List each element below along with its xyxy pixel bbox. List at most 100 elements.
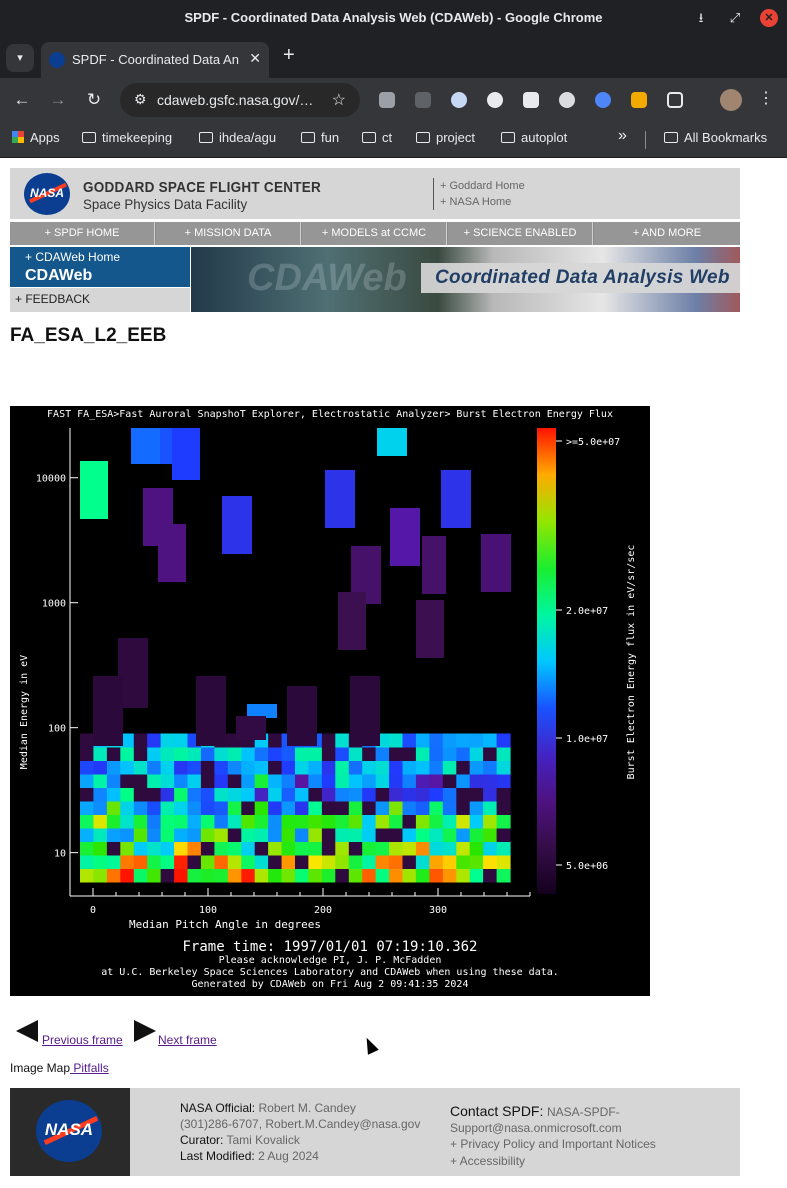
download-icon[interactable]: ⭳ [698, 10, 704, 25]
flux-cell [80, 733, 94, 748]
flux-cell [174, 841, 189, 856]
flux-cell [93, 814, 108, 829]
flux-cell [483, 747, 498, 761]
flux-cell [415, 814, 430, 829]
next-arrow-icon[interactable] [134, 1020, 156, 1042]
page-footer: NASA NASA Official: Robert M. Candey (30… [10, 1088, 740, 1176]
forward-icon[interactable]: → [49, 90, 67, 109]
new-tab-icon[interactable]: + [283, 44, 295, 66]
flux-cell [348, 868, 363, 883]
folder-icon [199, 132, 213, 143]
flux-cell [254, 760, 269, 775]
bookmark-apps[interactable]: Apps [12, 130, 60, 145]
footer-nasa-logo[interactable]: NASA [36, 1100, 102, 1162]
extension-color-icon[interactable] [595, 92, 611, 108]
extensions-puzzle-icon[interactable] [667, 92, 683, 108]
flux-cell [80, 841, 94, 856]
bookmark-folder[interactable]: project [416, 130, 475, 145]
flux-cell [456, 760, 471, 775]
flux-cell [335, 774, 350, 788]
frame-time: Frame time: 1997/01/01 07:19:10.362 [182, 939, 477, 955]
site-info-icon[interactable]: ⚙ [134, 91, 147, 107]
flux-cell [308, 801, 323, 815]
flux-cell [174, 747, 189, 761]
flux-cell [415, 801, 430, 815]
feedback-link[interactable]: + FEEDBACK [10, 288, 190, 312]
nasa-official: NASA Official: Robert M. Candey [180, 1101, 356, 1115]
bookmark-folder[interactable]: ct [362, 130, 392, 145]
address-bar[interactable]: ⚙ cdaweb.gsfc.nasa.gov/… ☆ [120, 83, 360, 117]
cdaweb-home-link[interactable]: + CDAWeb Home [25, 250, 121, 264]
nav-spdf-home[interactable]: + SPDF HOME [10, 222, 155, 245]
flux-cell [429, 868, 444, 883]
extension-qr-icon[interactable] [523, 92, 539, 108]
url-text[interactable]: cdaweb.gsfc.nasa.gov/… [157, 92, 314, 108]
extension-yellow-icon[interactable] [631, 92, 647, 108]
extension-cube-icon[interactable] [379, 92, 395, 108]
previous-frame-link[interactable]: Previous frame [42, 1033, 123, 1047]
tab-spdf[interactable]: SPDF - Coordinated Data An ✕ [41, 42, 269, 78]
flux-cell [348, 801, 363, 815]
nasa-home-link[interactable]: + NASA Home [440, 196, 512, 208]
nav-mission-data[interactable]: + MISSION DATA [156, 222, 301, 245]
flux-cell [295, 814, 309, 829]
cdaweb-name[interactable]: CDAWeb [25, 267, 93, 284]
accessibility-link[interactable]: + Accessibility [450, 1154, 526, 1168]
close-window-icon[interactable]: ✕ [760, 9, 778, 27]
maximize-icon[interactable]: ⤢ [729, 10, 741, 25]
flux-cell [147, 733, 162, 748]
pitfalls-link[interactable]: Pitfalls [70, 1061, 109, 1075]
flux-cell [200, 787, 215, 802]
flux-cell [281, 774, 296, 788]
flux-cell [375, 787, 390, 802]
extension-code-icon[interactable] [559, 92, 575, 108]
contact-email[interactable]: NASA-SPDF-Support@nasa.onmicrosoft.com [450, 1105, 622, 1135]
bookmark-star-icon[interactable]: ☆ [331, 92, 346, 109]
extension-stack-icon[interactable] [415, 92, 431, 108]
nasa-logo[interactable]: NASA [24, 173, 70, 215]
flux-cell [389, 828, 404, 842]
nav-models-ccmc[interactable]: + MODELS at CCMC [302, 222, 447, 245]
flux-cell [200, 760, 215, 775]
banner-title: Coordinated Data Analysis Web [435, 267, 730, 288]
flux-cell [268, 814, 283, 829]
energy-flux-plot[interactable]: FAST FA_ESA>Fast Auroral SnapshoT Explor… [10, 406, 650, 996]
flux-cell [174, 868, 189, 883]
flux-cell [335, 868, 350, 883]
flux-cell [93, 828, 108, 842]
nasa-favicon-icon [49, 52, 65, 68]
goddard-home-link[interactable]: + Goddard Home [440, 180, 525, 192]
nav-science-enabled[interactable]: + SCIENCE ENABLED [448, 222, 593, 245]
bookmark-folder[interactable]: autoplot [501, 130, 567, 145]
reload-icon[interactable]: ↻ [86, 90, 102, 109]
flux-cell [348, 787, 363, 802]
privacy-link[interactable]: + Privacy Policy and Important Notices [450, 1137, 656, 1151]
extension-info-icon[interactable] [451, 92, 467, 108]
flux-cell [106, 801, 121, 815]
flux-cell [442, 760, 457, 775]
tab-search-icon[interactable]: ▾ [6, 44, 34, 72]
profile-avatar[interactable] [720, 89, 742, 111]
flux-cell [375, 747, 390, 761]
bookmark-folder[interactable]: timekeeping [82, 130, 172, 145]
flux-cell [222, 496, 252, 554]
bookmarks-overflow-icon[interactable]: » [618, 127, 627, 144]
nav-and-more[interactable]: + AND MORE [594, 222, 740, 245]
previous-arrow-icon[interactable] [16, 1020, 38, 1042]
back-icon[interactable]: ← [13, 90, 31, 109]
bookmark-all[interactable]: All Bookmarks [664, 130, 767, 145]
flux-cell [389, 855, 404, 869]
flux-cell [281, 760, 296, 775]
flux-cell [335, 747, 350, 761]
colorbar-scale [537, 428, 556, 894]
next-frame-link[interactable]: Next frame [158, 1033, 217, 1047]
flux-cell [214, 828, 229, 842]
close-tab-icon[interactable]: ✕ [249, 50, 261, 66]
extension-m-icon[interactable] [487, 92, 503, 108]
flux-cell [160, 855, 175, 869]
flux-cell [321, 733, 336, 748]
bookmark-folder[interactable]: fun [301, 130, 339, 145]
bookmark-folder[interactable]: ihdea/agu [199, 130, 276, 145]
flux-cell [160, 760, 175, 775]
menu-icon[interactable]: ⋮ [758, 90, 774, 107]
